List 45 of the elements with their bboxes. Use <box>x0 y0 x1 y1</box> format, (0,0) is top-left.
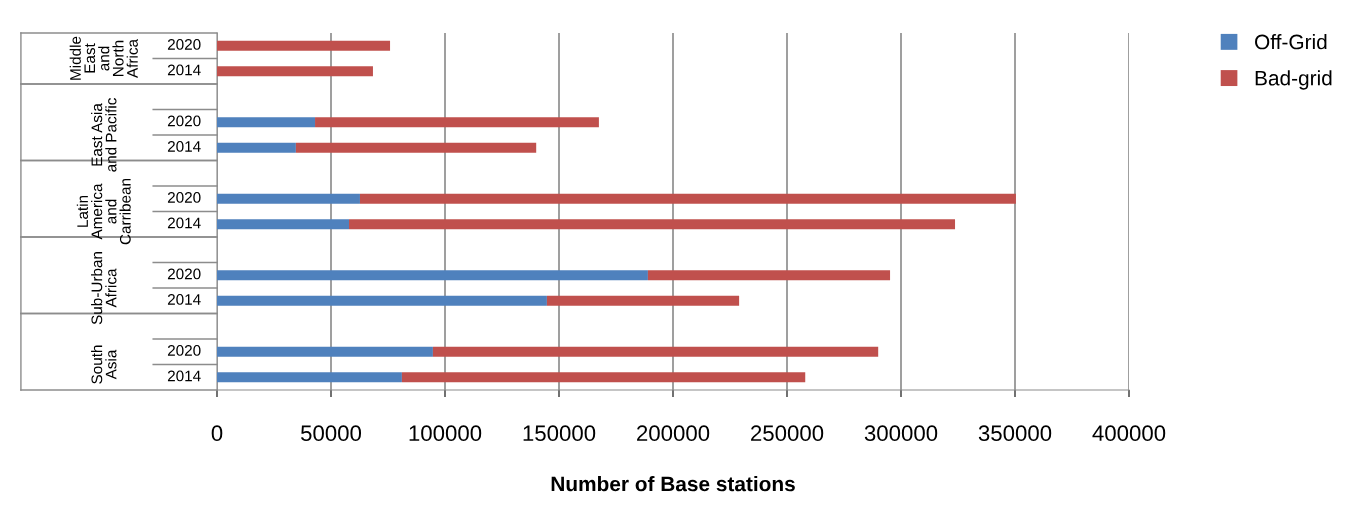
y-tick-label: 2014 <box>167 294 201 305</box>
y-tick-label: 2020 <box>167 39 201 50</box>
bar <box>647 270 891 281</box>
x-tick-label: 0 <box>211 425 223 442</box>
text: South Asia <box>91 345 117 384</box>
bar <box>401 372 806 383</box>
y-tick-label: 2014 <box>167 64 201 76</box>
x-tick-label: 250000 <box>751 425 824 442</box>
text: Middle East and North Africa <box>69 36 138 80</box>
x-tick-label: 400000 <box>1092 425 1166 442</box>
bar <box>546 295 740 306</box>
x-tick-label: 150000 <box>523 425 596 442</box>
bar <box>217 40 391 51</box>
bar <box>217 295 547 306</box>
x-axis-title: Number of Base stations <box>551 475 795 492</box>
x-tick-label: 300000 <box>864 425 938 442</box>
legend-label: Bad-grid <box>1255 70 1332 90</box>
x-tick-label: 200000 <box>637 425 710 442</box>
text: Sub-Urban Africa <box>91 252 117 325</box>
bar <box>217 193 360 204</box>
bar <box>217 219 350 230</box>
bar <box>217 66 373 77</box>
bar <box>359 193 1016 204</box>
bar <box>315 117 599 128</box>
y-tick-label: 2014 <box>167 217 201 229</box>
bar <box>217 270 648 281</box>
bar <box>217 142 296 153</box>
y-tick-label: 2020 <box>167 345 201 356</box>
y-tick-label: 2020 <box>167 268 201 280</box>
text: East Asia and Pacific <box>91 98 117 172</box>
bar <box>432 346 879 357</box>
bar <box>295 142 537 153</box>
bar <box>349 219 956 230</box>
bar <box>217 372 402 383</box>
text: Latin America and Carribean <box>76 178 131 245</box>
y-tick-label: 2014 <box>167 370 201 382</box>
x-tick-label: 50000 <box>300 425 362 442</box>
y-tick-label: 2014 <box>167 141 201 152</box>
x-tick-label: 100000 <box>409 425 482 442</box>
bar <box>217 346 433 357</box>
bar <box>217 117 316 128</box>
y-tick-label: 2020 <box>167 192 201 203</box>
legend-label: Off-Grid <box>1255 34 1327 50</box>
y-tick-label: 2020 <box>167 115 201 127</box>
x-tick-label: 350000 <box>978 425 1052 442</box>
